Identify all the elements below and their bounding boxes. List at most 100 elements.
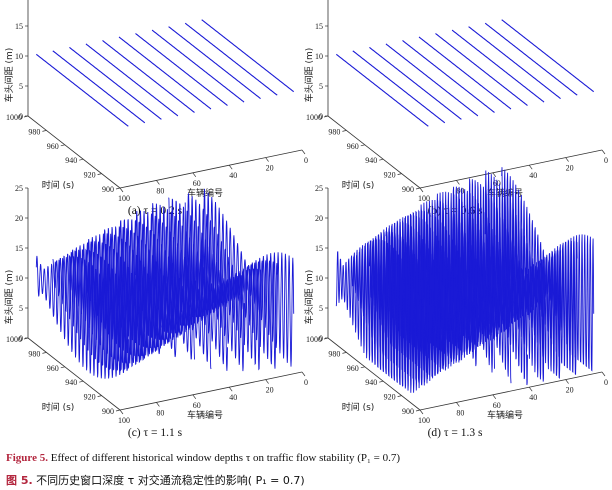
vehicle-tick-mark — [301, 371, 306, 377]
vehicle-tick-label: 60 — [493, 401, 501, 410]
figure-canvas: 1008060402009009209409609801000051015202… — [3, 0, 608, 439]
time-axis-label: 时间 (s) — [342, 179, 375, 191]
vehicle-tick-label: 80 — [156, 408, 164, 417]
vehicle-spacing-series — [369, 46, 462, 120]
spacing-tick-label: 25 — [15, 184, 23, 193]
spacing-tick-label: 5 — [19, 82, 23, 91]
spacing-axis-label: 车头间距 (m) — [3, 270, 15, 325]
vehicle-spacing-series — [335, 53, 429, 127]
time-tick-mark — [379, 158, 384, 161]
panel-caption: (c) τ = 1.1 s — [128, 427, 183, 439]
vehicle-axis — [419, 371, 603, 411]
time-tick-mark — [79, 158, 84, 161]
time-tick-mark — [415, 187, 421, 190]
time-tick-label: 900 — [102, 185, 114, 194]
vehicle-tick-label: 20 — [266, 386, 274, 395]
spacing-axis-label: 车头间距 (m) — [303, 48, 315, 103]
time-tick-label: 960 — [47, 364, 59, 373]
vehicle-spacing-series — [52, 50, 146, 124]
time-tick-mark — [115, 187, 121, 190]
spacing-tick-label: 10 — [315, 52, 323, 61]
time-tick-label: 980 — [28, 127, 40, 136]
caption-chinese: 图 5. 不同历史窗口深度 τ 对交通流稳定性的影响( P₁ = 0.7) — [6, 472, 305, 488]
spacing-tick-label: 0 — [319, 112, 323, 121]
vehicle-spacing-series — [501, 19, 595, 93]
time-tick-label: 980 — [328, 127, 340, 136]
vehicle-spacing-series — [418, 36, 512, 110]
time-tick-mark — [397, 395, 402, 397]
vehicle-tick-label: 40 — [229, 393, 237, 402]
time-tick-label: 940 — [65, 156, 77, 165]
time-tick-label: 980 — [328, 349, 340, 358]
vehicle-spacing-series — [118, 219, 212, 370]
vehicle-tick-label: 20 — [566, 164, 574, 173]
vehicle-tick-mark — [265, 157, 269, 162]
spacing-tick-label: 5 — [319, 82, 323, 91]
vehicle-spacing-series — [451, 186, 545, 382]
vehicle-tick-mark — [492, 394, 497, 400]
time-axis — [327, 115, 421, 189]
vehicle-spacing-series — [85, 43, 179, 117]
vehicle-spacing-series — [35, 53, 129, 127]
vehicle-tick-mark — [192, 172, 197, 178]
vehicle-tick-mark — [156, 402, 160, 407]
vehicle-tick-label: 40 — [229, 171, 237, 180]
vehicle-tick-mark — [301, 149, 306, 155]
vehicle-axis-label: 车辆编号 — [187, 409, 223, 421]
vehicle-tick-mark — [456, 180, 460, 185]
time-axis-label: 时间 (s) — [42, 401, 75, 413]
time-tick-label: 940 — [365, 378, 377, 387]
vehicle-tick-mark — [601, 149, 606, 155]
spacing-tick-label: 25 — [315, 184, 323, 193]
vehicle-tick-label: 100 — [118, 416, 130, 425]
caption-chinese-label: 图 5. — [6, 474, 33, 487]
spacing-tick-label: 15 — [315, 244, 323, 253]
spacing-tick-label: 5 — [19, 304, 23, 313]
time-tick-label: 920 — [84, 393, 96, 402]
vehicle-tick-mark — [228, 386, 233, 392]
panel-caption: (d) τ = 1.3 s — [428, 427, 483, 439]
time-tick-mark — [42, 352, 47, 354]
time-tick-mark — [79, 380, 84, 383]
spacing-tick-label: 0 — [19, 112, 23, 121]
spacing-tick-label: 5 — [319, 304, 323, 313]
vehicle-spacing-series — [168, 26, 261, 100]
vehicle-tick-mark — [119, 187, 124, 193]
caption-chinese-text: 不同历史窗口深度 τ 对交通流稳定性的影响( P₁ = 0.7) — [36, 474, 305, 487]
spacing-tick-label: 20 — [315, 214, 323, 223]
vehicle-spacing-series — [468, 26, 561, 100]
vehicle-spacing-series — [402, 40, 495, 113]
time-tick-label: 940 — [365, 156, 377, 165]
time-tick-label: 900 — [402, 407, 414, 416]
time-tick-label: 1000 — [6, 335, 22, 344]
vehicle-spacing-series — [118, 36, 212, 110]
time-tick-label: 920 — [384, 171, 396, 180]
vehicle-tick-label: 60 — [193, 401, 201, 410]
time-tick-label: 1000 — [306, 335, 322, 344]
vehicle-tick-label: 100 — [418, 416, 430, 425]
vehicle-spacing-series — [435, 191, 528, 386]
vehicle-spacing-series — [201, 19, 295, 93]
vehicle-tick-label: 20 — [266, 164, 274, 173]
spacing-axis-label: 车头间距 (m) — [3, 48, 15, 103]
vehicle-tick-label: 100 — [418, 194, 430, 203]
vehicle-tick-label: 0 — [304, 156, 308, 165]
vehicle-tick-mark — [228, 164, 233, 170]
spacing-tick-label: 0 — [19, 334, 23, 343]
vehicle-tick-mark — [265, 379, 269, 384]
spacing-tick-label: 0 — [319, 334, 323, 343]
vehicle-spacing-series — [451, 29, 545, 103]
vehicle-tick-label: 80 — [156, 186, 164, 195]
vehicle-tick-label: 60 — [193, 179, 201, 188]
time-tick-label: 960 — [47, 142, 59, 151]
time-tick-label: 900 — [402, 185, 414, 194]
time-tick-mark — [342, 130, 347, 132]
time-tick-mark — [97, 395, 102, 397]
vehicle-spacing-series — [102, 40, 195, 113]
time-tick-mark — [379, 380, 384, 383]
panel-d: 1008060402009009209409609801000051015202… — [303, 167, 608, 439]
time-axis-label: 时间 (s) — [342, 401, 375, 413]
vehicle-tick-mark — [528, 164, 533, 170]
panel-a: 1008060402009009209409609801000051015202… — [3, 0, 308, 217]
time-tick-mark — [115, 409, 121, 412]
